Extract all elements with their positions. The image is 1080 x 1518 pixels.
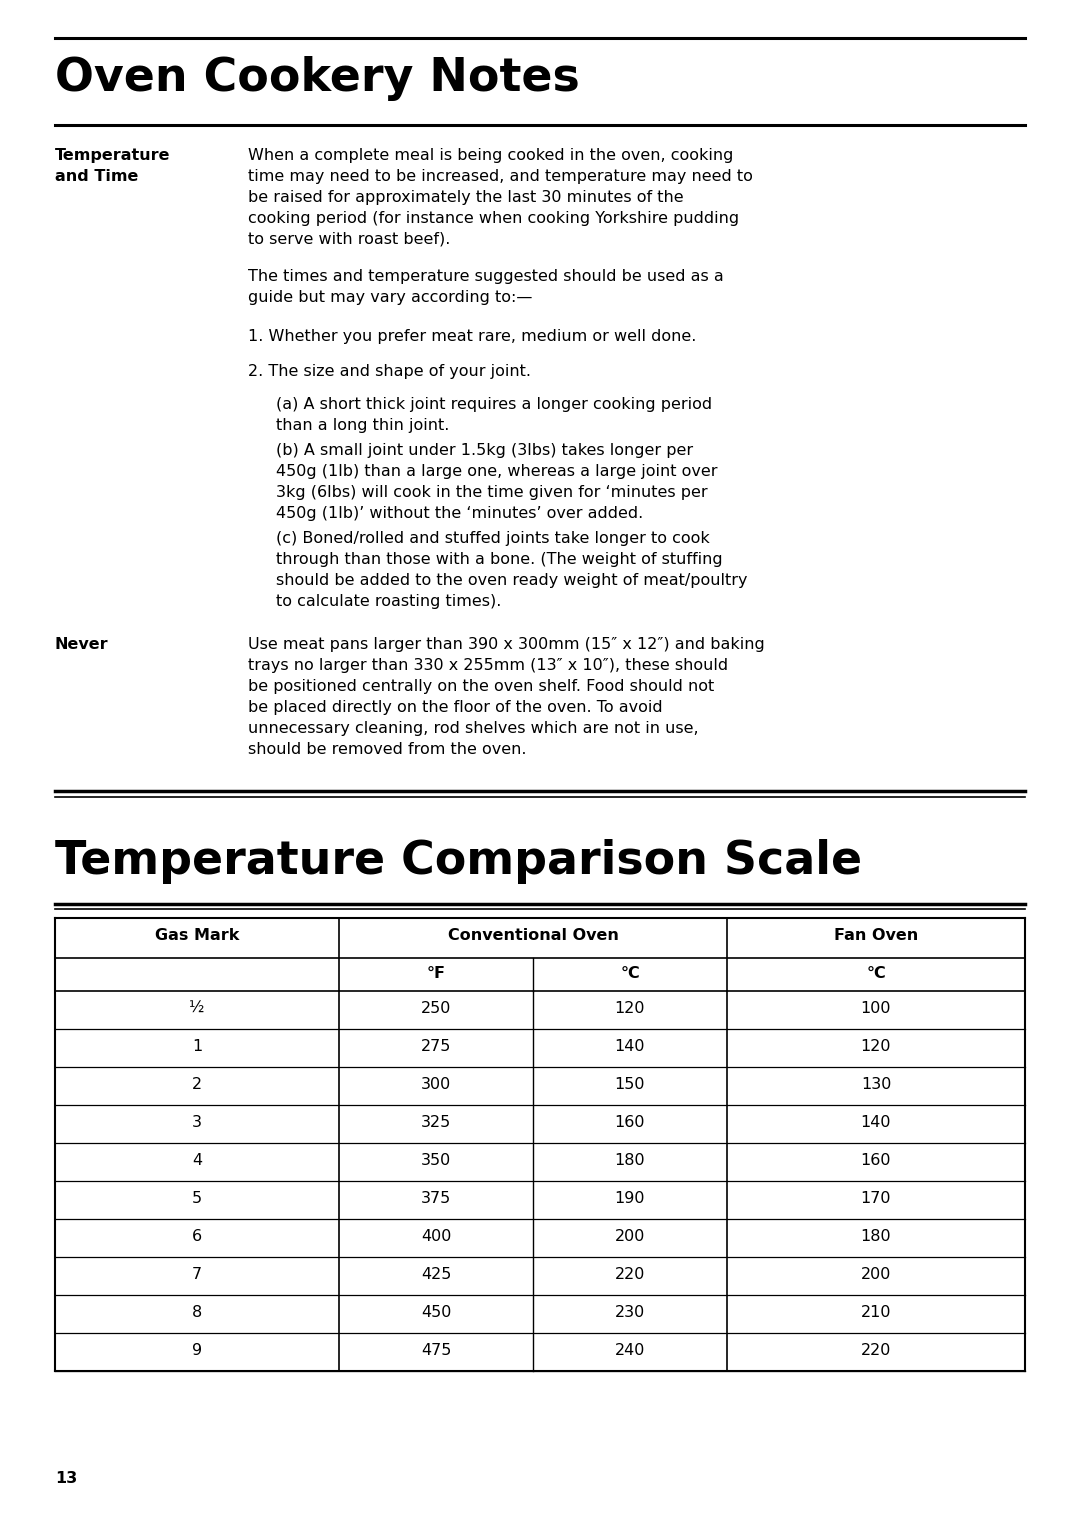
Text: 200: 200 (615, 1230, 645, 1243)
Text: °C: °C (866, 965, 886, 981)
Text: to serve with roast beef).: to serve with roast beef). (248, 232, 450, 247)
Text: 220: 220 (861, 1343, 891, 1359)
Text: should be removed from the oven.: should be removed from the oven. (248, 742, 527, 757)
Text: 425: 425 (421, 1268, 451, 1283)
Text: 140: 140 (861, 1116, 891, 1129)
Text: 250: 250 (421, 1000, 451, 1016)
Text: 2: 2 (192, 1076, 202, 1091)
Text: 4: 4 (192, 1154, 202, 1167)
Text: (a) A short thick joint requires a longer cooking period: (a) A short thick joint requires a longe… (276, 398, 712, 411)
Text: guide but may vary according to:—: guide but may vary according to:— (248, 290, 532, 305)
Text: 275: 275 (421, 1038, 451, 1053)
Text: 450g (1lb) than a large one, whereas a large joint over: 450g (1lb) than a large one, whereas a l… (276, 465, 717, 480)
Text: 180: 180 (861, 1230, 891, 1243)
Text: Temperature Comparison Scale: Temperature Comparison Scale (55, 839, 862, 883)
Text: 160: 160 (615, 1116, 645, 1129)
Text: 350: 350 (421, 1154, 451, 1167)
Text: 7: 7 (192, 1268, 202, 1283)
Text: 325: 325 (421, 1116, 451, 1129)
Text: 1. Whether you prefer meat rare, medium or well done.: 1. Whether you prefer meat rare, medium … (248, 329, 697, 345)
Text: should be added to the oven ready weight of meat/poultry: should be added to the oven ready weight… (276, 572, 747, 587)
Text: 120: 120 (615, 1000, 645, 1016)
Text: 9: 9 (192, 1343, 202, 1359)
Text: 160: 160 (861, 1154, 891, 1167)
Text: 3kg (6lbs) will cook in the time given for ‘minutes per: 3kg (6lbs) will cook in the time given f… (276, 484, 707, 499)
Text: 180: 180 (615, 1154, 646, 1167)
Text: through than those with a bone. (The weight of stuffing: through than those with a bone. (The wei… (276, 553, 723, 568)
Text: °C: °C (620, 965, 639, 981)
Text: Never: Never (55, 638, 109, 653)
Text: 120: 120 (861, 1038, 891, 1053)
Text: 1: 1 (192, 1038, 202, 1053)
Text: be placed directly on the floor of the oven. To avoid: be placed directly on the floor of the o… (248, 700, 663, 715)
Text: 170: 170 (861, 1192, 891, 1205)
Text: 140: 140 (615, 1038, 645, 1053)
Text: be raised for approximately the last 30 minutes of the: be raised for approximately the last 30 … (248, 190, 684, 205)
Text: 230: 230 (615, 1305, 645, 1321)
Text: The times and temperature suggested should be used as a: The times and temperature suggested shou… (248, 269, 724, 284)
Text: Fan Oven: Fan Oven (834, 927, 918, 943)
Text: 220: 220 (615, 1268, 645, 1283)
Text: 475: 475 (421, 1343, 451, 1359)
Text: 6: 6 (192, 1230, 202, 1243)
Text: 375: 375 (421, 1192, 451, 1205)
Text: When a complete meal is being cooked in the oven, cooking: When a complete meal is being cooked in … (248, 147, 733, 162)
Text: be positioned centrally on the oven shelf. Food should not: be positioned centrally on the oven shel… (248, 679, 714, 694)
Text: 100: 100 (861, 1000, 891, 1016)
Text: 450: 450 (421, 1305, 451, 1321)
Text: 2. The size and shape of your joint.: 2. The size and shape of your joint. (248, 364, 531, 380)
Text: (b) A small joint under 1.5kg (3lbs) takes longer per: (b) A small joint under 1.5kg (3lbs) tak… (276, 443, 693, 458)
Text: 450g (1lb)’ without the ‘minutes’ over added.: 450g (1lb)’ without the ‘minutes’ over a… (276, 505, 644, 521)
Text: 240: 240 (615, 1343, 645, 1359)
Text: Oven Cookery Notes: Oven Cookery Notes (55, 56, 580, 102)
Text: 190: 190 (615, 1192, 645, 1205)
Text: 400: 400 (421, 1230, 451, 1243)
Text: unnecessary cleaning, rod shelves which are not in use,: unnecessary cleaning, rod shelves which … (248, 721, 699, 736)
Text: 5: 5 (192, 1192, 202, 1205)
Text: Use meat pans larger than 390 x 300mm (15″ x 12″) and baking: Use meat pans larger than 390 x 300mm (1… (248, 638, 765, 653)
Text: 300: 300 (421, 1076, 451, 1091)
Text: Temperature
and Time: Temperature and Time (55, 147, 171, 184)
Text: 210: 210 (861, 1305, 891, 1321)
Text: to calculate roasting times).: to calculate roasting times). (276, 594, 501, 609)
Text: (c) Boned/rolled and stuffed joints take longer to cook: (c) Boned/rolled and stuffed joints take… (276, 531, 710, 546)
Text: time may need to be increased, and temperature may need to: time may need to be increased, and tempe… (248, 168, 753, 184)
Text: 200: 200 (861, 1268, 891, 1283)
Text: ½: ½ (189, 1000, 205, 1016)
Text: cooking period (for instance when cooking Yorkshire pudding: cooking period (for instance when cookin… (248, 211, 739, 226)
Text: than a long thin joint.: than a long thin joint. (276, 417, 449, 433)
Text: 130: 130 (861, 1076, 891, 1091)
Text: °F: °F (427, 965, 446, 981)
Text: 3: 3 (192, 1116, 202, 1129)
Text: 13: 13 (55, 1471, 78, 1486)
Text: 150: 150 (615, 1076, 645, 1091)
Text: 8: 8 (192, 1305, 202, 1321)
Text: Conventional Oven: Conventional Oven (447, 927, 619, 943)
Text: trays no larger than 330 x 255mm (13″ x 10″), these should: trays no larger than 330 x 255mm (13″ x … (248, 657, 728, 672)
Text: Gas Mark: Gas Mark (154, 927, 239, 943)
